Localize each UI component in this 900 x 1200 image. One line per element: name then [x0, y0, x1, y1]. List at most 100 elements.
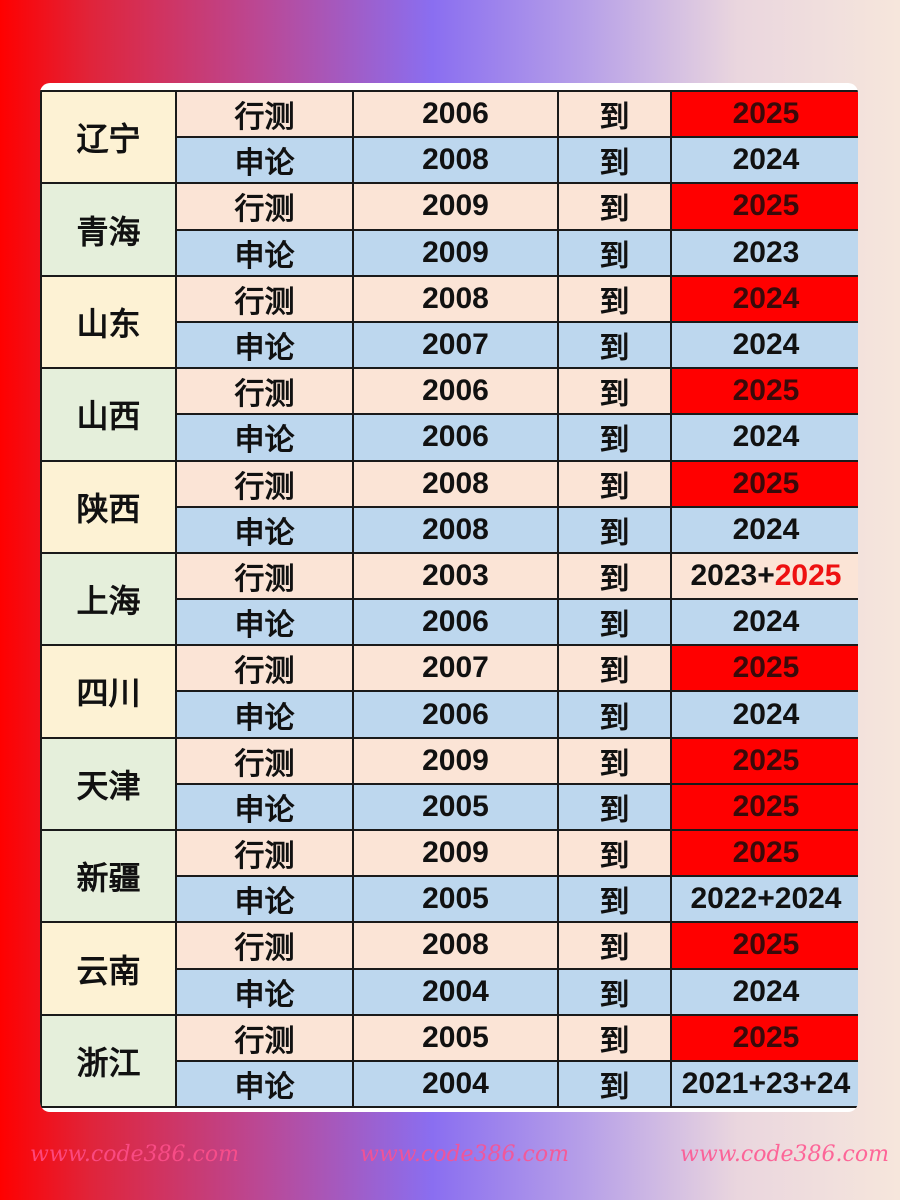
end-year-cell: 2025 [670, 782, 858, 832]
subject-cell: 申论 [175, 505, 354, 554]
table-row: 申论 2006 到 2024 [41, 598, 858, 647]
end-year-text: 2025 [732, 651, 800, 685]
start-year-cell: 2008 [352, 921, 559, 970]
province-cell: 新疆 [40, 828, 177, 924]
to-cell: 到 [557, 136, 672, 185]
end-year-text: 2024 [732, 328, 800, 362]
table-row: 青海 行测 2009 到 2025 [40, 182, 858, 277]
end-year-cell: 2025 [670, 921, 858, 970]
end-year-text: 2022+2024 [690, 882, 842, 916]
end-year-text: 2023 [732, 235, 800, 269]
province-cell: 陕西 [40, 459, 177, 554]
province-cell: 上海 [40, 551, 177, 647]
watermark: www.code386.com [30, 1142, 239, 1167]
subject-cell: 申论 [175, 320, 354, 370]
to-cell: 到 [557, 551, 672, 601]
province-cell: 天津 [40, 736, 177, 832]
table-row: 申论 2004 到 2024 [41, 967, 858, 1016]
to-cell: 到 [557, 828, 672, 878]
end-year-cell: 2025 [670, 644, 858, 693]
end-year-cell: 2022+2024 [670, 875, 858, 924]
table-row: 申论 2008 到 2024 [41, 505, 858, 554]
to-cell: 到 [557, 921, 672, 970]
table-row: 申论 2009 到 2023 [41, 228, 858, 277]
end-year-text: 2024 [732, 605, 800, 639]
to-cell: 到 [557, 644, 672, 693]
end-year-text: 2024 [732, 281, 800, 315]
subject-cell: 申论 [175, 136, 354, 185]
subject-cell: 申论 [175, 598, 354, 647]
table-row: 上海 行测 2003 到 2023+2025 [40, 551, 858, 647]
end-year-text: 2025 [732, 466, 800, 500]
table-row: 浙江 行测 2005 到 2025 [40, 1013, 858, 1109]
start-year-cell: 2004 [352, 1059, 559, 1109]
end-year-text: 2025 [732, 928, 800, 962]
table-row: 四川 行测 2007 到 2025 [40, 644, 858, 739]
subject-cell: 申论 [175, 782, 354, 832]
start-year-cell: 2008 [352, 274, 559, 323]
province-cell: 辽宁 [40, 89, 177, 185]
end-year-cell: 2025 [670, 89, 858, 139]
start-year-cell: 2006 [352, 690, 559, 739]
start-year-cell: 2006 [352, 89, 559, 139]
start-year-cell: 2009 [352, 736, 559, 785]
end-year-cell: 2025 [670, 182, 858, 231]
to-cell: 到 [557, 367, 672, 416]
end-year-text: 2023+ [690, 558, 775, 592]
to-cell: 到 [557, 228, 672, 277]
end-year-text: 2024 [732, 143, 800, 177]
start-year-cell: 2008 [352, 505, 559, 554]
end-year-text: 2025 [732, 789, 800, 823]
to-cell: 到 [557, 182, 672, 231]
province-cell: 山东 [40, 274, 177, 370]
start-year-cell: 2006 [352, 367, 559, 416]
subject-cell: 行测 [175, 644, 354, 693]
to-cell: 到 [557, 459, 672, 508]
subject-cell: 行测 [175, 182, 354, 231]
to-cell: 到 [557, 875, 672, 924]
province-cell: 云南 [40, 921, 177, 1016]
subject-cell: 行测 [175, 459, 354, 508]
start-year-cell: 2009 [352, 182, 559, 231]
start-year-cell: 2006 [352, 413, 559, 462]
table-row: 新疆 行测 2009 到 2025 [40, 828, 858, 924]
subject-cell: 行测 [175, 551, 354, 601]
subject-cell: 行测 [175, 274, 354, 323]
table-row: 申论 2006 到 2024 [41, 690, 858, 739]
to-cell: 到 [557, 736, 672, 785]
province-cell: 山西 [40, 367, 177, 462]
watermark: www.code386.com [360, 1142, 569, 1167]
end-year-cell: 2024 [670, 136, 858, 185]
subject-cell: 行测 [175, 1013, 354, 1062]
to-cell: 到 [557, 598, 672, 647]
end-year-text: 2025 [732, 836, 800, 870]
table-row: 申论 2008 到 2024 [41, 136, 858, 185]
table-row: 云南 行测 2008 到 2025 [40, 921, 858, 1016]
subject-cell: 行测 [175, 367, 354, 416]
end-year-cell: 2024 [670, 413, 858, 462]
end-year-cell: 2024 [670, 598, 858, 647]
start-year-cell: 2005 [352, 1013, 559, 1062]
to-cell: 到 [557, 782, 672, 832]
end-year-cell: 2021+23+24 [670, 1059, 858, 1109]
watermark: www.code386.com [680, 1142, 889, 1167]
end-year-cell: 2023+2025 [670, 551, 858, 601]
table-row: 辽宁 行测 2006 到 2025 [40, 89, 858, 185]
province-cell: 青海 [40, 182, 177, 277]
start-year-cell: 2009 [352, 828, 559, 878]
end-year-text: 2025 [732, 374, 800, 408]
to-cell: 到 [557, 967, 672, 1016]
subject-cell: 行测 [175, 828, 354, 878]
start-year-cell: 2009 [352, 228, 559, 277]
end-year-cell: 2025 [670, 828, 858, 878]
start-year-cell: 2003 [352, 551, 559, 601]
end-year-cell: 2024 [670, 967, 858, 1016]
end-year-text: 2024 [732, 697, 800, 731]
table-row: 天津 行测 2009 到 2025 [40, 736, 858, 832]
subject-cell: 申论 [175, 967, 354, 1016]
end-year-cell: 2025 [670, 736, 858, 785]
subject-cell: 申论 [175, 1059, 354, 1109]
end-year-cell: 2023 [670, 228, 858, 277]
start-year-cell: 2005 [352, 875, 559, 924]
end-year-cell: 2025 [670, 367, 858, 416]
